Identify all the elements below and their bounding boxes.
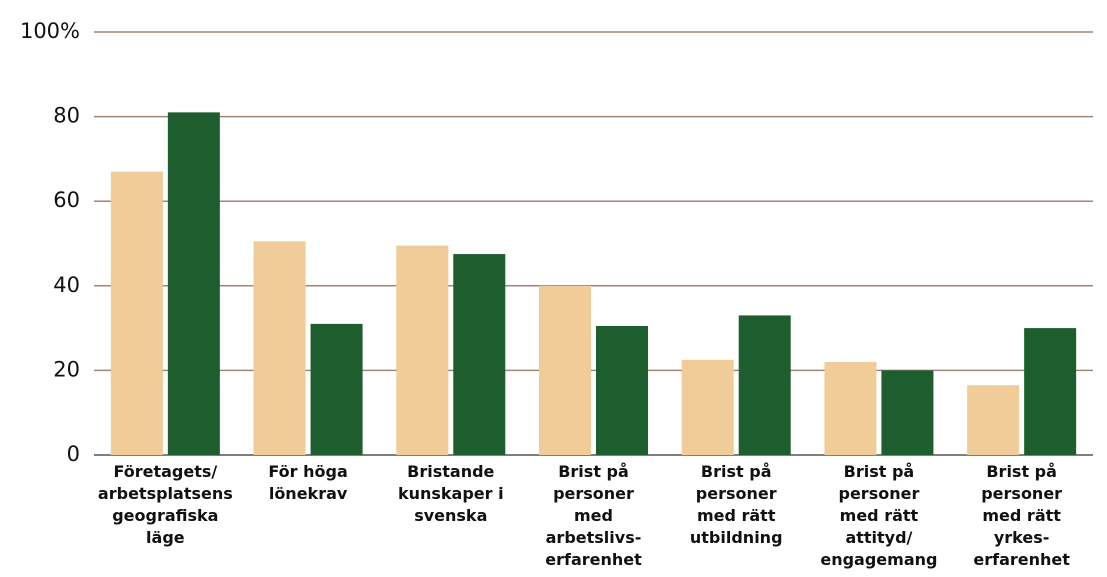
x-tick-label: Brist på personer med rätt utbildning <box>690 462 783 547</box>
x-tick-label-line: Brist på <box>986 462 1057 481</box>
x-tick-label-line: personer <box>981 484 1062 503</box>
x-tick-label-line: yrkes- <box>994 528 1050 547</box>
x-tick-label-line: För höga <box>268 462 347 481</box>
x-tick-label-line: Brist på <box>844 462 915 481</box>
x-tick-label-line: Företagets/ <box>113 462 217 481</box>
bar <box>539 285 591 455</box>
x-tick-label-line: lönekrav <box>269 484 348 503</box>
bar <box>967 385 1020 455</box>
bar <box>681 359 734 455</box>
x-tick-label-line: geografiska <box>112 506 218 525</box>
x-tick-label-line: personer <box>696 484 777 503</box>
bar <box>824 361 877 455</box>
x-tick-label-line: utbildning <box>690 528 783 547</box>
x-tick-label: Bristande kunskaper i svenska <box>398 462 504 525</box>
x-tick-label-line: attityd/ <box>845 528 912 547</box>
x-tick-label: Brist på personer med arbetslivs-erfarenhet <box>545 462 642 569</box>
x-tick-label-line: arbetslivs- <box>546 528 642 547</box>
bar <box>253 241 306 455</box>
x-tick-label-line: med rätt <box>982 506 1061 525</box>
bar <box>396 245 449 455</box>
x-tick-label: För höga lönekrav <box>268 462 347 503</box>
bar <box>881 370 934 455</box>
y-tick-label: 40 <box>53 273 80 297</box>
y-tick-label: 60 <box>53 188 80 212</box>
x-tick-label-line: svenska <box>414 506 487 525</box>
x-tick-label-line: med <box>574 506 613 525</box>
x-tick-label: Brist på personer med rätt yrkes-erfarenhet <box>973 462 1070 569</box>
x-tick-label-line: personer <box>839 484 920 503</box>
y-tick-label: 80 <box>53 104 80 128</box>
y-tick-label: 0 <box>67 442 80 466</box>
x-tick-label-line: Brist på <box>701 462 772 481</box>
x-tick-label-line: engagemang <box>820 550 937 569</box>
bar <box>596 325 648 455</box>
x-tick-label-line: erfarenhet <box>973 550 1070 569</box>
x-tick-label-line: erfarenhet <box>545 550 642 569</box>
x-tick-label-line: Bristande <box>407 462 494 481</box>
x-tick-label: Brist på personer med rätt attityd/engagema… <box>820 462 937 569</box>
bar <box>453 254 506 455</box>
x-tick-label-line: Brist på <box>558 462 629 481</box>
x-tick-label-line: personer <box>553 484 634 503</box>
y-tick-label: 100% <box>20 19 80 43</box>
x-tick-label-line: med rätt <box>697 506 776 525</box>
x-tick-label-line: läge <box>146 528 185 547</box>
bar <box>167 112 220 456</box>
x-tick-label: Företagets/arbetsplatsens geografiska läge <box>98 462 233 547</box>
x-tick-label-line: med rätt <box>840 506 919 525</box>
bar <box>738 315 791 455</box>
y-tick-label: 20 <box>53 357 80 381</box>
bar <box>110 171 163 455</box>
bar <box>1024 328 1077 455</box>
x-tick-label-line: arbetsplatsens <box>98 484 233 503</box>
x-tick-label-line: kunskaper i <box>398 484 504 503</box>
bar <box>310 323 363 455</box>
